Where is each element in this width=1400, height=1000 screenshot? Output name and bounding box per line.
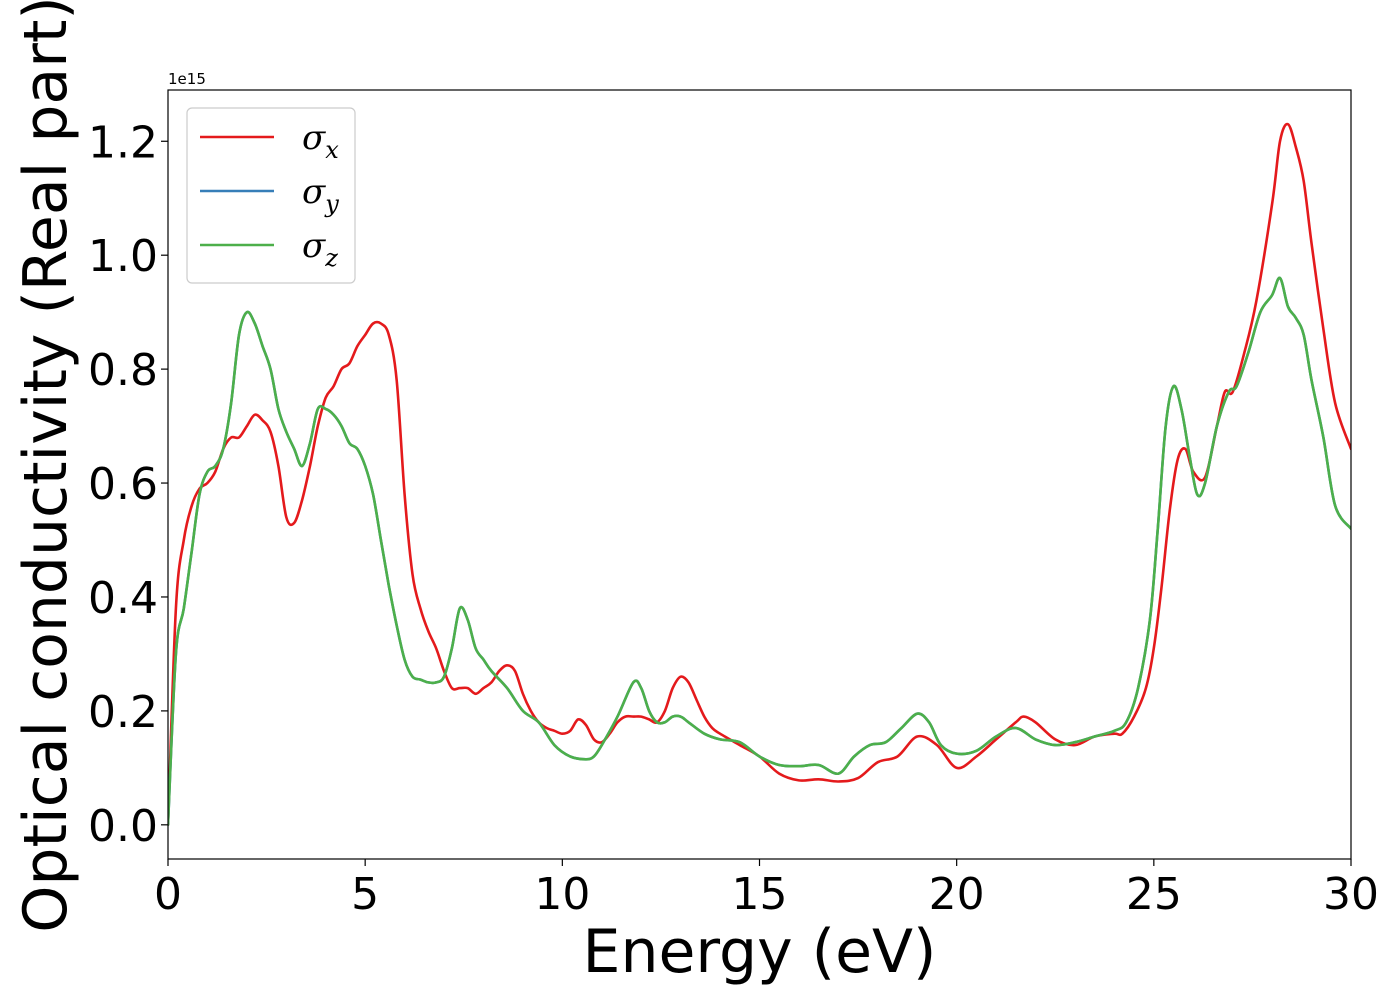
legend-label-x: σx	[302, 118, 339, 164]
legend-label-z: σz	[302, 226, 338, 272]
y-axis-title: Optical conductivity (Real part)	[11, 0, 81, 933]
legend-label-symbol: σ	[302, 226, 326, 266]
legend-frame	[186, 107, 356, 284]
x-axis-title: Energy (eV)	[583, 917, 937, 987]
x-tick-label: 0	[154, 869, 182, 920]
y-axis-ticks: 0.0 0.2 0.4 0.6 0.8 1.0 1.2	[88, 117, 168, 852]
y-tick-label: 0.8	[88, 345, 158, 396]
legend-label-subscript: y	[324, 190, 339, 218]
y-tick-label: 0.2	[88, 687, 158, 738]
y-tick-label: 0.6	[88, 459, 158, 510]
legend-label-y: σy	[302, 172, 339, 218]
series-layer	[168, 122, 1351, 827]
y-axis-offset-label: 1e15	[168, 70, 206, 88]
x-tick-label: 10	[534, 869, 590, 920]
legend-label-subscript: x	[325, 136, 339, 164]
y-tick-label: 0.0	[88, 801, 158, 852]
legend-label-symbol: σ	[302, 118, 326, 158]
x-tick-label: 5	[351, 869, 379, 920]
x-tick-label: 15	[732, 869, 788, 920]
y-tick-label: 0.4	[88, 573, 158, 624]
x-axis-ticks: 0 5 10 15 20 25 30	[154, 859, 1379, 920]
y-tick-label: 1.0	[88, 231, 158, 282]
legend-label-symbol: σ	[302, 172, 326, 212]
legend-label-subscript: z	[324, 244, 338, 272]
series-line-x	[168, 122, 1351, 827]
x-tick-label: 20	[929, 869, 985, 920]
series-line-z	[168, 276, 1351, 827]
x-tick-label: 30	[1323, 869, 1379, 920]
x-tick-label: 25	[1126, 869, 1182, 920]
y-tick-label: 1.2	[88, 117, 158, 168]
